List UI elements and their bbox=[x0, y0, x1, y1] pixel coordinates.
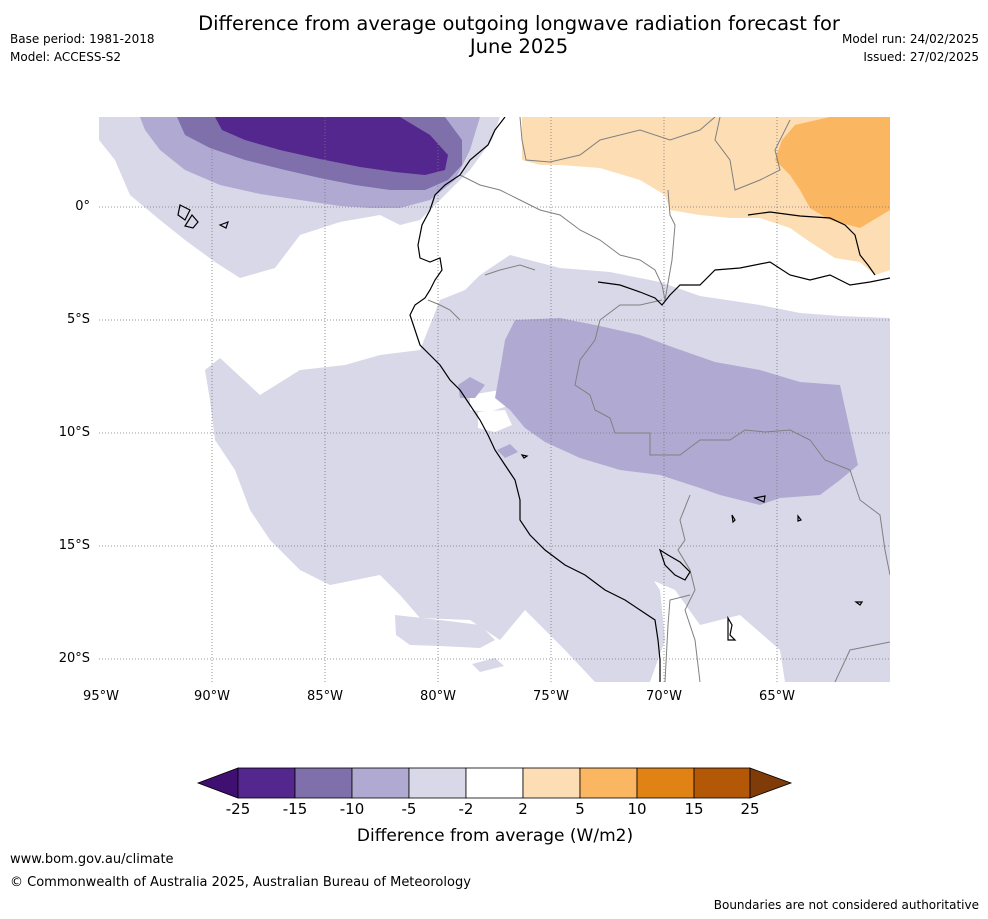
colorbar-bin-6 bbox=[522, 767, 581, 799]
colorbar-bin-8 bbox=[636, 767, 695, 799]
colorbar-extend-high bbox=[749, 767, 793, 799]
lon-label-75w: 75°W bbox=[533, 689, 569, 704]
title-line-1: Difference from average outgoing longwav… bbox=[198, 12, 840, 35]
lat-label-5s: 5°S bbox=[66, 312, 90, 327]
anomaly-region-minus2-south bbox=[205, 255, 890, 682]
lon-label-65w: 65°W bbox=[759, 689, 795, 704]
colorbar-bin-5 bbox=[465, 767, 524, 799]
lon-label-90w: 90°W bbox=[194, 689, 230, 704]
anomaly-region-minus15 bbox=[215, 117, 448, 175]
anomaly-region-minus5-small1 bbox=[458, 377, 485, 398]
anomaly-region-minus2-small bbox=[395, 615, 495, 648]
anomaly-region-minus5-central bbox=[495, 318, 858, 505]
country-borders bbox=[427, 117, 890, 682]
lat-label-0: 0° bbox=[75, 199, 90, 214]
model-run: Model run: 24/02/2025 bbox=[841, 32, 979, 46]
graticule bbox=[99, 117, 890, 682]
colorbar-bin-9 bbox=[693, 767, 751, 799]
lat-label-15s: 15°S bbox=[58, 538, 90, 553]
colorbar-bin-2 bbox=[294, 767, 353, 799]
anomaly-region-minus2-islet bbox=[472, 658, 504, 672]
colorbar bbox=[196, 767, 793, 799]
colorbar-bin-1 bbox=[237, 767, 296, 799]
anomaly-region-plus5 bbox=[775, 117, 890, 228]
colorbar-tick: 5 bbox=[575, 800, 585, 818]
issued-date: Issued: 27/02/2025 bbox=[863, 50, 979, 64]
lat-label-20s: 20°S bbox=[58, 651, 90, 666]
colorbar-extend-low bbox=[196, 767, 239, 799]
colorbar-tick: -10 bbox=[339, 800, 365, 818]
colorbar-tick: -25 bbox=[225, 800, 251, 818]
colorbar-tick: -15 bbox=[282, 800, 308, 818]
colorbar-tick: 10 bbox=[627, 800, 647, 818]
lon-label-70w: 70°W bbox=[646, 689, 682, 704]
base-period: Base period: 1981-2018 bbox=[10, 32, 155, 46]
boundary-disclaimer: Boundaries are not considered authoritat… bbox=[713, 898, 979, 912]
colorbar-bin-4 bbox=[408, 767, 467, 799]
colorbar-tick: 15 bbox=[684, 800, 704, 818]
meta-left: Base period: 1981-2018 Model: ACCESS-S2 bbox=[10, 30, 155, 66]
map-title: Difference from average outgoing longwav… bbox=[0, 12, 988, 58]
neutral-gap-2 bbox=[478, 410, 512, 432]
lon-label-80w: 80°W bbox=[420, 689, 456, 704]
colorbar-tick: 25 bbox=[740, 800, 760, 818]
copyright-text: © Commonwealth of Australia 2025, Austra… bbox=[10, 875, 471, 890]
lon-label-85w: 85°W bbox=[307, 689, 343, 704]
colorbar-bin-7 bbox=[579, 767, 638, 799]
anomaly-region-minus5-small2 bbox=[497, 444, 518, 458]
colorbar-tick: 2 bbox=[518, 800, 528, 818]
map-panel bbox=[99, 117, 890, 682]
colorbar-tick: -2 bbox=[458, 800, 474, 818]
coastlines bbox=[177, 117, 890, 682]
meta-right: Model run: 24/02/2025 Issued: 27/02/2025 bbox=[842, 30, 979, 66]
colorbar-title: Difference from average (W/m2) bbox=[356, 826, 634, 846]
lon-label-95w: 95°W bbox=[83, 689, 119, 704]
lat-label-10s: 10°S bbox=[58, 425, 90, 440]
model-name: Model: ACCESS-S2 bbox=[10, 50, 122, 64]
colorbar-tick: -5 bbox=[401, 800, 417, 818]
source-url: www.bom.gov.au/climate bbox=[10, 852, 174, 867]
title-line-2: June 2025 bbox=[469, 35, 569, 58]
colorbar-bin-3 bbox=[351, 767, 410, 799]
